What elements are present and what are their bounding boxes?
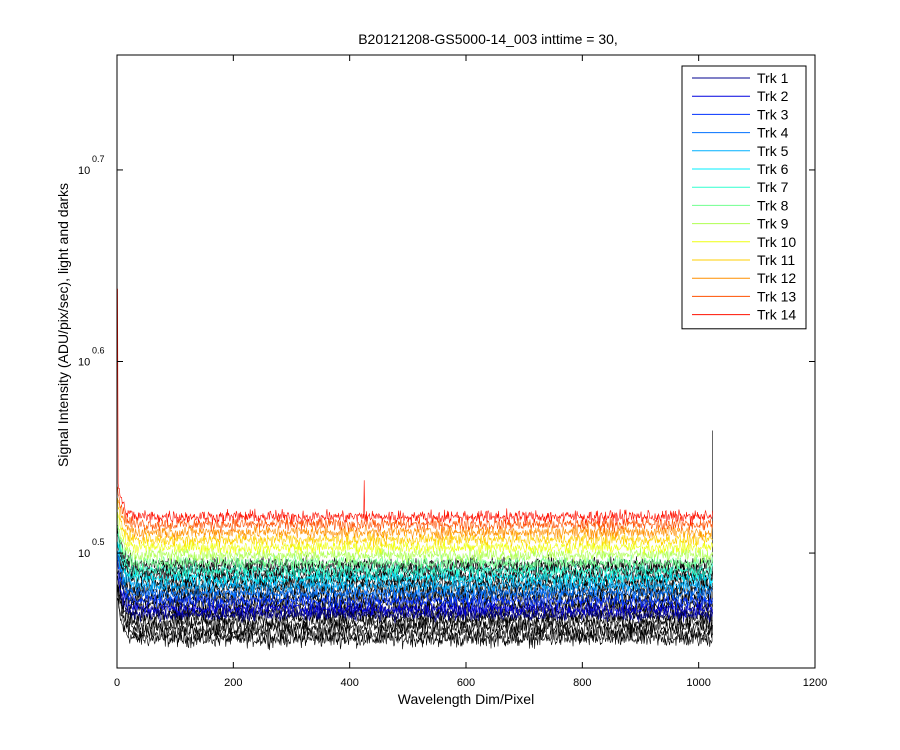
legend-entry: Trk 5	[757, 143, 789, 159]
legend-entry: Trk 6	[757, 161, 789, 177]
legend-entry: Trk 14	[757, 307, 796, 323]
y-tick-label-base: 10	[78, 165, 90, 177]
x-tick-label: 200	[224, 677, 242, 689]
dark-trace	[117, 597, 713, 644]
legend-entry: Trk 4	[757, 125, 789, 141]
x-tick-label: 400	[340, 677, 358, 689]
series-line	[117, 525, 713, 572]
chart-title: B20121208-GS5000-14_003 inttime = 30,	[358, 31, 618, 47]
y-tick-label-base: 10	[78, 357, 90, 369]
x-tick-label: 800	[573, 677, 591, 689]
x-axis-label: Wavelength Dim/Pixel	[398, 691, 534, 707]
dark-trace	[117, 525, 713, 574]
legend-entry: Trk 2	[757, 88, 789, 104]
legend-entry: Trk 8	[757, 197, 789, 213]
y-tick-label-exponent: 0.5	[92, 537, 105, 547]
legend-box	[681, 65, 807, 330]
x-tick-label: 1000	[686, 677, 710, 689]
series-line	[117, 533, 713, 580]
y-axis-label: Signal Intensity (ADU/pix/sec), light an…	[55, 183, 71, 467]
legend-entry: Trk 10	[757, 234, 796, 250]
legend-entry: Trk 1	[757, 70, 789, 86]
legend-entry: Trk 12	[757, 270, 796, 286]
legend-entry: Trk 11	[757, 252, 795, 268]
x-tick-label: 600	[457, 677, 475, 689]
series-line	[117, 497, 713, 549]
series-layer	[117, 288, 713, 651]
series-line	[117, 511, 713, 564]
series-line	[117, 499, 713, 541]
y-tick-label-exponent: 0.7	[92, 154, 105, 164]
legend-entry: Trk 9	[757, 216, 789, 232]
y-tick-label-exponent: 0.6	[92, 346, 105, 356]
series-line	[117, 541, 713, 587]
series-line	[117, 486, 713, 534]
y-tick-label-base: 10	[78, 548, 90, 560]
legend: Trk 1 Trk 2 Trk 3 Trk 4 Trk 5 Trk 6 Trk 7 Trk 8…	[681, 65, 807, 330]
x-tick-label: 1200	[803, 677, 827, 689]
series-line	[117, 560, 713, 610]
x-axis: 0 200 400 600 800 1000 1200	[114, 55, 827, 689]
series-line	[117, 553, 713, 603]
legend-entry: Trk 3	[757, 106, 789, 122]
legend-entry: Trk 13	[757, 288, 796, 304]
legend-entry: Trk 7	[757, 179, 789, 195]
x-tick-label: 0	[114, 677, 120, 689]
series-line	[117, 288, 713, 526]
dark-trace	[117, 430, 713, 651]
